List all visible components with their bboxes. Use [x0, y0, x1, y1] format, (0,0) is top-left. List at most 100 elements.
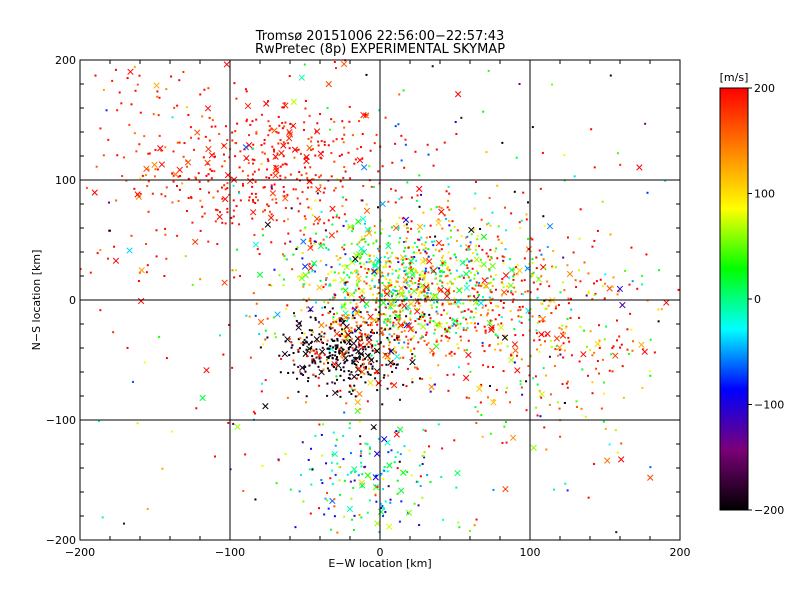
scatter-point: [465, 329, 468, 332]
x-tick-label: 100: [520, 546, 541, 559]
scatter-point: [366, 271, 369, 274]
scatter-point: [462, 302, 465, 305]
scatter-point: [456, 323, 459, 326]
scatter-point: [530, 308, 533, 311]
scatter-point: [527, 312, 530, 315]
scatter-point: [396, 451, 399, 454]
scatter-point: [465, 236, 468, 239]
scatter-point: [387, 328, 390, 331]
scatter-point: [324, 497, 327, 500]
scatter-point: [339, 335, 342, 338]
scatter-point: [227, 421, 230, 424]
scatter-point: [401, 259, 404, 262]
scatter-point: [360, 294, 363, 297]
scatter-point: [457, 327, 460, 330]
scatter-point-cross: [580, 351, 587, 358]
scatter-point: [395, 363, 398, 366]
scatter-point: [372, 261, 375, 264]
scatter-point: [561, 383, 564, 386]
scatter-point: [414, 331, 417, 334]
scatter-point: [364, 381, 367, 384]
scatter-point: [345, 339, 348, 342]
scatter-point: [351, 226, 354, 229]
scatter-point: [463, 349, 466, 352]
scatter-point: [389, 299, 392, 302]
scatter-point: [351, 134, 354, 137]
scatter-point: [397, 292, 400, 295]
scatter-point: [417, 504, 420, 507]
scatter-point: [353, 270, 356, 273]
scatter-point: [502, 286, 505, 289]
scatter-point: [277, 131, 280, 134]
scatter-point-cross: [401, 302, 408, 309]
scatter-point: [480, 218, 483, 221]
scatter-point: [536, 348, 539, 351]
scatter-point: [327, 179, 330, 182]
scatter-point: [334, 354, 337, 357]
scatter-point-cross: [282, 195, 289, 202]
scatter-point: [247, 162, 250, 165]
scatter-point: [446, 336, 449, 339]
scatter-point: [542, 320, 545, 323]
scatter-point: [199, 278, 202, 281]
scatter-point: [489, 302, 492, 305]
scatter-point: [410, 288, 413, 291]
scatter-point: [572, 251, 575, 254]
scatter-point: [425, 300, 428, 303]
scatter-point: [369, 478, 372, 481]
scatter-point: [172, 180, 175, 183]
scatter-point: [310, 347, 313, 350]
scatter-point: [475, 518, 478, 521]
scatter-point: [324, 229, 327, 232]
scatter-point: [482, 364, 485, 367]
scatter-point: [102, 88, 105, 91]
scatter-point: [264, 379, 267, 382]
scatter-point: [325, 246, 328, 249]
scatter-point: [432, 244, 435, 247]
scatter-point: [398, 398, 401, 401]
scatter-point-cross: [222, 195, 229, 203]
scatter-point: [418, 174, 421, 177]
scatter-point: [525, 213, 528, 216]
scatter-point: [531, 262, 534, 265]
scatter-point: [278, 124, 281, 127]
scatter-point: [476, 238, 479, 241]
scatter-point: [479, 264, 482, 267]
scatter-point: [448, 337, 451, 340]
scatter-point: [500, 241, 503, 244]
scatter-point-cross: [264, 221, 271, 228]
scatter-point: [361, 363, 364, 366]
scatter-point: [397, 261, 400, 264]
scatter-point: [617, 290, 620, 293]
scatter-point-cross: [379, 200, 386, 208]
scatter-point: [372, 269, 375, 272]
scatter-point: [292, 352, 295, 355]
scatter-point: [386, 320, 389, 323]
scatter-point: [336, 178, 339, 181]
scatter-point: [387, 451, 390, 454]
scatter-point: [342, 224, 345, 227]
scatter-point: [342, 458, 345, 461]
scatter-point: [282, 278, 285, 281]
scatter-point: [486, 396, 489, 399]
scatter-point: [435, 206, 438, 209]
scatter-point: [343, 370, 346, 373]
scatter-point: [539, 415, 542, 418]
scatter-point: [321, 306, 324, 309]
scatter-point: [402, 295, 405, 298]
scatter-point: [454, 256, 457, 259]
scatter-point: [284, 453, 287, 456]
scatter-point-cross: [387, 359, 394, 366]
scatter-point: [310, 340, 313, 343]
scatter-point: [297, 148, 300, 151]
scatter-point: [622, 396, 625, 399]
scatter-point: [532, 377, 535, 380]
scatter-point: [165, 186, 168, 189]
scatter-point: [563, 349, 566, 352]
scatter-point: [474, 326, 477, 329]
scatter-point: [425, 331, 428, 334]
scatter-point: [288, 354, 291, 357]
scatter-point: [327, 361, 330, 364]
scatter-point: [165, 88, 168, 91]
scatter-point: [409, 310, 412, 313]
